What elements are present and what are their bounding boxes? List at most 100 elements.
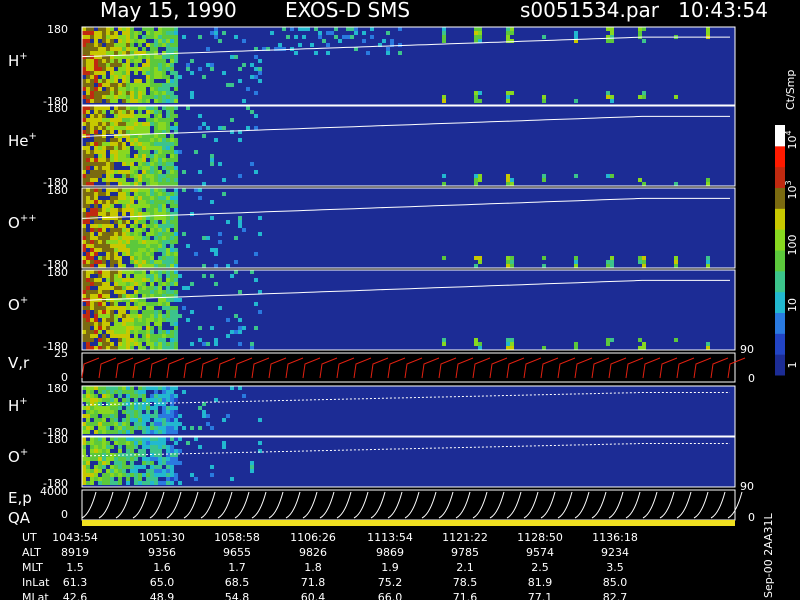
spectrogram-cell xyxy=(174,282,178,286)
spectrogram-cell xyxy=(122,338,126,342)
spectrogram-cell xyxy=(126,79,130,83)
ep-trace xyxy=(132,491,148,519)
spectrogram-cell xyxy=(142,481,146,485)
spectrogram-cell xyxy=(94,150,98,154)
spectrogram-cell xyxy=(86,426,90,430)
spectrogram-cell xyxy=(146,178,150,182)
spectrogram-cell xyxy=(122,264,126,268)
spectrogram-cell xyxy=(158,457,162,461)
spectrogram-cell xyxy=(150,146,154,150)
spectrogram-cell xyxy=(82,208,86,212)
spectrogram-cell xyxy=(478,99,482,103)
spectrogram-cell xyxy=(106,252,110,256)
spectrogram-cell xyxy=(158,274,162,278)
spectrogram-cell xyxy=(146,294,150,298)
spectrogram-cell xyxy=(154,192,158,196)
spectrogram-cell xyxy=(170,39,174,43)
label-base: O xyxy=(8,448,20,466)
spectrogram-cell xyxy=(86,252,90,256)
spectrogram-cell xyxy=(130,208,134,212)
spectrogram-cell xyxy=(86,306,90,310)
spectrogram-cell xyxy=(154,318,158,322)
spectrogram-cell xyxy=(126,126,130,130)
ep-trace xyxy=(353,491,369,519)
spectrogram-cell xyxy=(170,260,174,264)
spectrogram-cell xyxy=(206,236,210,240)
spectrogram-cell xyxy=(110,146,114,150)
spectrogram-cell xyxy=(90,290,94,294)
spectrogram-cell xyxy=(102,91,106,95)
spectrogram-cell xyxy=(142,418,146,422)
spectrogram-cell xyxy=(170,465,174,469)
table-cell: 3.5 xyxy=(606,561,624,574)
spectrogram-cell xyxy=(122,410,126,414)
spectrogram-cell xyxy=(150,260,154,264)
spectrogram-cell xyxy=(110,314,114,318)
spectrogram-cell xyxy=(90,178,94,182)
table-cell: 1051:30 xyxy=(139,531,185,544)
spectrogram-cell xyxy=(154,406,158,410)
colorbar-segment xyxy=(775,312,785,334)
spectrogram-cell xyxy=(154,390,158,394)
spectrogram-bg xyxy=(82,27,735,105)
spectrogram-cell xyxy=(102,55,106,59)
spectrogram-cell xyxy=(118,445,122,449)
spectrogram-cell xyxy=(158,182,162,186)
spectrogram-cell xyxy=(122,142,126,146)
spectrogram-cell xyxy=(158,302,162,306)
spectrogram-cell xyxy=(82,457,86,461)
spectrogram-cell xyxy=(298,27,302,31)
spectrogram-cell xyxy=(98,260,102,264)
spectrogram-cell xyxy=(118,106,122,110)
spectrogram-cell xyxy=(118,236,122,240)
spectrogram-cell xyxy=(170,481,174,485)
spectrogram-cell xyxy=(174,342,178,346)
spectrogram-cell xyxy=(90,441,94,445)
spectrogram-cell xyxy=(150,31,154,35)
spectrogram-cell xyxy=(146,162,150,166)
ep-trace xyxy=(319,491,335,519)
spectrogram-cell xyxy=(82,162,86,166)
spectrogram-cell xyxy=(170,430,174,434)
spectrogram-cell xyxy=(210,67,214,71)
spectrogram-cell xyxy=(154,260,158,264)
spectrogram-cell xyxy=(154,126,158,130)
spectrogram-cell xyxy=(150,106,154,110)
spectrogram-cell xyxy=(110,240,114,244)
spectrogram-cell xyxy=(258,290,262,294)
spectrogram-cell xyxy=(130,55,134,59)
spectrogram-cell xyxy=(138,31,142,35)
spectrogram-cell xyxy=(138,342,142,346)
spectrogram-cell xyxy=(102,302,106,306)
spectrogram-cell xyxy=(370,27,374,31)
spectrogram-cell xyxy=(574,346,578,350)
spectrogram-cell xyxy=(162,346,166,350)
spectrogram-cell xyxy=(610,99,614,103)
spectrogram-cell xyxy=(90,252,94,256)
spectrogram-cell xyxy=(114,43,118,47)
spectrogram-cell xyxy=(122,220,126,224)
spectrogram-cell xyxy=(102,130,106,134)
spectrogram-cell xyxy=(98,240,102,244)
spectrogram-cell xyxy=(158,461,162,465)
spectrogram-cell xyxy=(510,342,514,346)
spectrogram-cell xyxy=(574,35,578,39)
spectrogram-cell xyxy=(158,196,162,200)
spectrogram-cell xyxy=(98,170,102,174)
spectrogram-cell xyxy=(474,39,478,43)
spectrogram-cell xyxy=(162,430,166,434)
spectrogram-cell xyxy=(642,27,646,31)
spectrogram-cell xyxy=(126,282,130,286)
spectrogram-cell xyxy=(174,398,178,402)
spectrogram-cell xyxy=(98,79,102,83)
spectrogram-cell xyxy=(542,95,546,99)
spectrogram-cell xyxy=(162,27,166,31)
spectrogram-cell xyxy=(110,162,114,166)
spectrogram-cell xyxy=(258,232,262,236)
spectrogram-cell xyxy=(158,150,162,154)
vr-trace xyxy=(574,357,593,379)
spectrogram-cell xyxy=(134,457,138,461)
spectrogram-cell xyxy=(106,240,110,244)
spectrogram-cell xyxy=(94,228,98,232)
spectrogram-cell xyxy=(90,182,94,186)
